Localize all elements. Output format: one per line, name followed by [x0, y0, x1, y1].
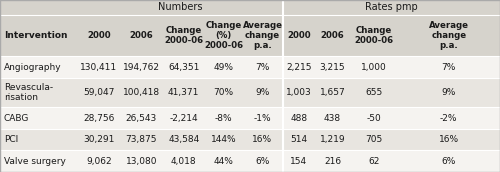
Text: 655: 655 [365, 88, 382, 97]
Text: 130,411: 130,411 [80, 63, 118, 72]
Text: 9%: 9% [256, 88, 270, 97]
Text: 9%: 9% [442, 88, 456, 97]
Text: 1,657: 1,657 [320, 88, 345, 97]
Text: 100,418: 100,418 [122, 88, 160, 97]
Text: Average
change
p.a.: Average change p.a. [429, 21, 469, 51]
Bar [0, 108, 500, 129]
Text: 41,371: 41,371 [168, 88, 200, 97]
Text: Average
change
p.a.: Average change p.a. [242, 21, 282, 51]
Text: 64,351: 64,351 [168, 63, 200, 72]
Text: 7%: 7% [442, 63, 456, 72]
Text: 28,756: 28,756 [83, 114, 114, 123]
Text: -8%: -8% [215, 114, 232, 123]
Text: 144%: 144% [211, 135, 236, 144]
Text: -50: -50 [366, 114, 381, 123]
Bar [0, 78, 500, 108]
Text: 2006: 2006 [130, 31, 153, 40]
Text: 1,219: 1,219 [320, 135, 345, 144]
Text: 2006: 2006 [320, 31, 344, 40]
Text: 2000: 2000 [87, 31, 110, 40]
Text: 6%: 6% [442, 157, 456, 166]
Text: Intervention: Intervention [4, 31, 68, 40]
Text: 30,291: 30,291 [83, 135, 114, 144]
Text: 13,080: 13,080 [126, 157, 157, 166]
Text: -2%: -2% [440, 114, 458, 123]
Text: -2,214: -2,214 [170, 114, 198, 123]
Text: 194,762: 194,762 [123, 63, 160, 72]
Text: 488: 488 [290, 114, 308, 123]
Text: 2,215: 2,215 [286, 63, 312, 72]
Text: Change
2000-06: Change 2000-06 [164, 26, 203, 45]
Bar [0, 150, 500, 172]
Text: 9,062: 9,062 [86, 157, 112, 166]
Text: 7%: 7% [256, 63, 270, 72]
Text: 44%: 44% [214, 157, 234, 166]
Text: 438: 438 [324, 114, 341, 123]
Bar [0, 129, 500, 150]
Bar [0, 56, 500, 78]
Text: Change
2000-06: Change 2000-06 [354, 26, 394, 45]
Text: 705: 705 [365, 135, 382, 144]
Text: Rates pmp: Rates pmp [365, 2, 418, 12]
Text: 4,018: 4,018 [171, 157, 196, 166]
Text: Numbers: Numbers [158, 2, 202, 12]
Text: 514: 514 [290, 135, 308, 144]
Bar [0, 0, 500, 15]
Text: PCI: PCI [4, 135, 18, 144]
Text: 2000: 2000 [287, 31, 310, 40]
Text: 3,215: 3,215 [320, 63, 345, 72]
Text: Revascula-
risation: Revascula- risation [4, 83, 53, 102]
Text: 16%: 16% [438, 135, 459, 144]
Text: 16%: 16% [252, 135, 272, 144]
Text: 73,875: 73,875 [126, 135, 157, 144]
Text: -1%: -1% [254, 114, 272, 123]
Text: 59,047: 59,047 [83, 88, 114, 97]
Text: 154: 154 [290, 157, 308, 166]
Text: 6%: 6% [256, 157, 270, 166]
Text: CABG: CABG [4, 114, 30, 123]
Text: 49%: 49% [214, 63, 234, 72]
Text: 62: 62 [368, 157, 380, 166]
Text: 216: 216 [324, 157, 341, 166]
Text: 70%: 70% [214, 88, 234, 97]
Text: Angiography: Angiography [4, 63, 61, 72]
Text: 26,543: 26,543 [126, 114, 157, 123]
Text: 43,584: 43,584 [168, 135, 200, 144]
Text: Change
(%)
2000-06: Change (%) 2000-06 [204, 21, 244, 51]
Text: 1,000: 1,000 [361, 63, 386, 72]
Text: 1,003: 1,003 [286, 88, 312, 97]
Text: Valve surgery: Valve surgery [4, 157, 66, 166]
Bar [0, 15, 500, 56]
